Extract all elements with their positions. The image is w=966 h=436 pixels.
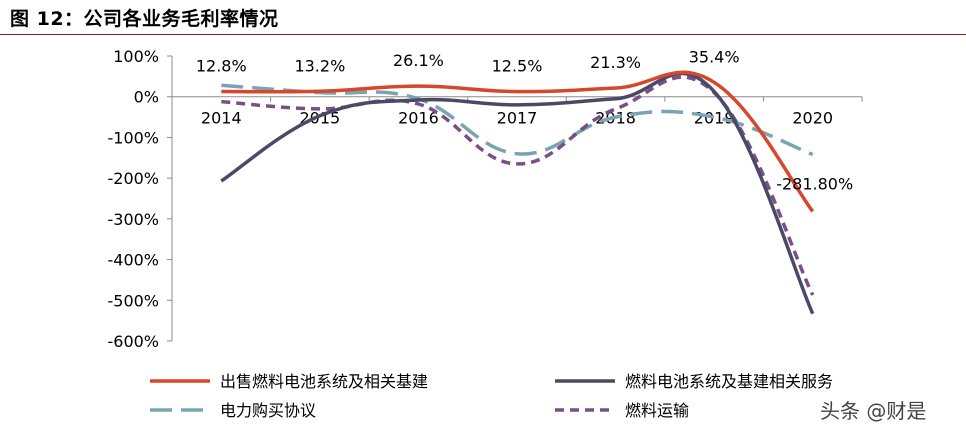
page-title: 图 12：公司各业务毛利率情况 [10, 8, 279, 30]
legend-label-2: 燃料电池系统及基建相关服务 [625, 372, 833, 391]
x-tick-label: 2017 [497, 109, 538, 128]
x-tick-label: 2019 [694, 109, 735, 128]
data-label: 26.1% [393, 51, 444, 70]
data-label: 35.4% [689, 47, 740, 66]
title-divider [0, 34, 966, 35]
y-tick-label: -400% [107, 251, 159, 270]
x-tick-label: 2020 [792, 109, 833, 128]
data-label: 12.5% [492, 57, 543, 76]
y-tick-label: 0% [134, 88, 159, 107]
series-line-2 [220, 71, 815, 315]
y-tick-label: -600% [107, 332, 159, 351]
y-tick-label: -500% [107, 291, 159, 310]
y-tick-label: -300% [107, 210, 159, 229]
x-tick-label: 2014 [201, 109, 242, 128]
x-tick-label: 2016 [398, 109, 439, 128]
legend-label-3: 电力购买协议 [220, 401, 316, 420]
watermark: 头条 @财是 [820, 399, 927, 423]
data-label: 21.3% [590, 53, 641, 72]
series-line-1 [221, 70, 815, 213]
y-tick-label: -200% [107, 169, 159, 188]
data-label: 12.8% [196, 57, 247, 76]
legend-label-4: 燃料运输 [625, 401, 689, 420]
y-tick-label: -100% [107, 128, 159, 147]
data-label: -281.80% [776, 174, 853, 193]
legend-label-1: 出售燃料电池系统及相关基建 [220, 372, 428, 391]
data-label: 13.2% [294, 56, 345, 75]
y-tick-label: 100% [113, 47, 159, 66]
